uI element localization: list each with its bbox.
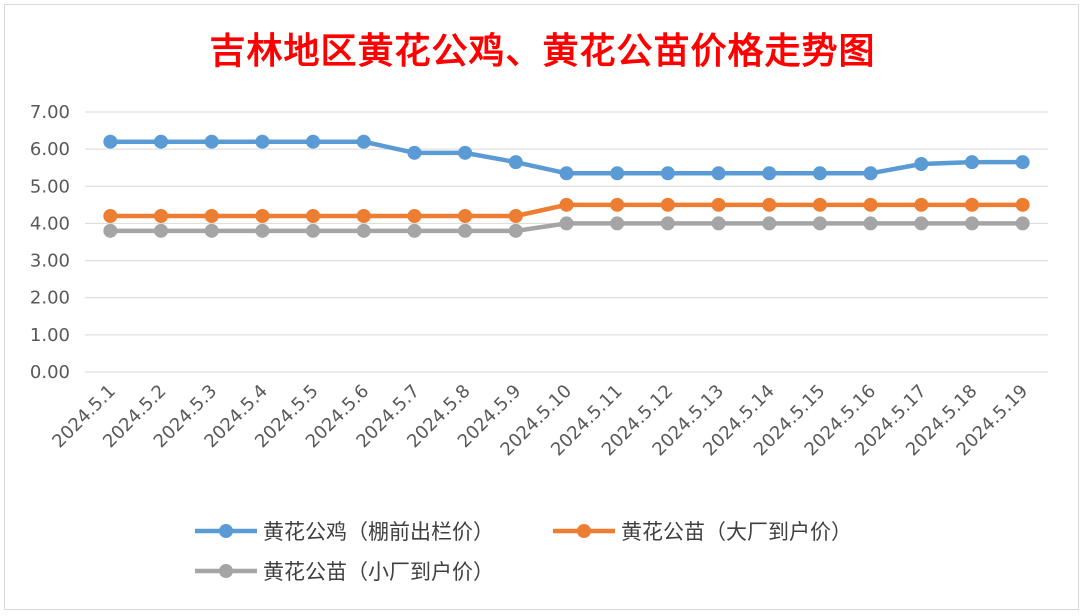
data-point (812, 166, 827, 181)
data-point (306, 209, 321, 223)
y-tick-label: 1.00 (30, 325, 70, 346)
y-tick-label: 7.00 (30, 102, 70, 123)
y-tick-label: 5.00 (30, 176, 70, 197)
data-point (508, 223, 523, 238)
data-point (914, 157, 929, 171)
data-point (204, 209, 219, 223)
data-point (1015, 155, 1030, 170)
data-point (508, 209, 523, 223)
data-point (255, 209, 270, 223)
legend: 黄花公鸡（棚前出栏价） 黄花公苗（大厂到户价） 黄花公苗（小厂到户价） (195, 520, 852, 584)
data-point (812, 216, 827, 231)
legend-label: 黄花公苗（大厂到户价） (621, 520, 852, 544)
data-point (508, 155, 523, 170)
data-point (610, 197, 625, 212)
data-point (204, 134, 219, 149)
data-point (863, 216, 878, 231)
data-point (458, 209, 473, 223)
chart-title: 吉林地区黄花公鸡、黄花公苗价格走势图 (209, 30, 876, 72)
data-point (356, 134, 371, 149)
legend-marker (219, 564, 233, 578)
data-point (863, 197, 878, 212)
data-point (255, 223, 270, 238)
data-point (762, 216, 777, 231)
series-lines (103, 134, 1030, 238)
data-point (762, 166, 777, 181)
chart-frame (4, 4, 1079, 610)
data-point (559, 216, 574, 231)
data-point (407, 145, 422, 160)
data-point (154, 223, 169, 238)
data-point (914, 197, 929, 212)
y-axis-tick-labels: 0.00 1.00 2.00 3.00 4.00 5.00 6.00 7.00 (30, 102, 70, 383)
data-point (154, 209, 169, 223)
data-point (660, 216, 675, 231)
y-tick-label: 6.00 (30, 139, 70, 160)
data-point (559, 166, 574, 181)
gridlines (85, 111, 1048, 373)
data-point (204, 223, 219, 238)
data-point (458, 223, 473, 238)
data-point (610, 166, 625, 181)
data-point (103, 134, 118, 149)
data-point (660, 166, 675, 181)
data-point (863, 166, 878, 181)
y-tick-label: 3.00 (30, 251, 70, 272)
data-point (1015, 197, 1030, 212)
y-tick-label: 0.00 (30, 362, 70, 383)
data-point (610, 216, 625, 231)
y-tick-label: 2.00 (30, 288, 70, 309)
data-point (812, 197, 827, 212)
data-point (407, 209, 422, 223)
data-point (306, 134, 321, 149)
data-point (407, 223, 422, 238)
data-point (356, 223, 371, 238)
data-point (103, 223, 118, 238)
data-point (762, 197, 777, 212)
legend-label: 黄花公苗（小厂到户价） (263, 560, 494, 584)
data-point (1015, 216, 1030, 231)
data-point (154, 134, 169, 149)
legend-marker (219, 524, 233, 538)
data-point (255, 134, 270, 149)
x-axis-tick-labels: 2024.5.12024.5.22024.5.32024.5.42024.5.5… (48, 381, 1032, 461)
data-point (103, 209, 118, 223)
data-point (711, 166, 726, 181)
data-point (964, 216, 979, 231)
data-point (964, 155, 979, 170)
data-point (458, 145, 473, 160)
data-point (356, 209, 371, 223)
legend-label: 黄花公鸡（棚前出栏价） (263, 520, 494, 544)
data-point (559, 197, 574, 212)
data-point (711, 197, 726, 212)
data-point (660, 197, 675, 212)
y-tick-label: 4.00 (30, 213, 70, 234)
data-point (306, 223, 321, 238)
data-point (964, 197, 979, 212)
legend-marker (577, 524, 591, 538)
data-point (914, 216, 929, 231)
data-point (711, 216, 726, 231)
